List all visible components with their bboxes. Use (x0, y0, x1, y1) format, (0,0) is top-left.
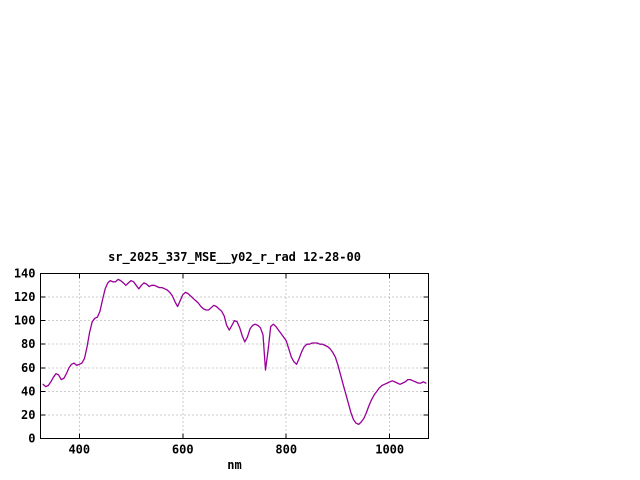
x-tick-label: 400 (68, 443, 90, 457)
x-axis-label: nm (227, 458, 242, 472)
x-tick-label: 600 (172, 443, 194, 457)
y-tick-label: 40 (21, 384, 35, 398)
spectral-curve (42, 278, 427, 426)
y-tick-label: 120 (14, 290, 36, 304)
y-tick-label: 100 (14, 314, 36, 328)
y-tick-label: 60 (21, 361, 35, 375)
x-tick-label: 1000 (375, 443, 404, 457)
y-tick-label: 0 (28, 432, 35, 446)
y-tick-label: 80 (21, 337, 35, 351)
y-tick-label: 140 (14, 267, 36, 281)
y-tick-label: 20 (21, 408, 35, 422)
plot-border (40, 273, 429, 439)
chart-title: sr_2025_337_MSE__y02_r_rad 12-28-00 (108, 250, 361, 264)
x-tick-label: 800 (275, 443, 297, 457)
